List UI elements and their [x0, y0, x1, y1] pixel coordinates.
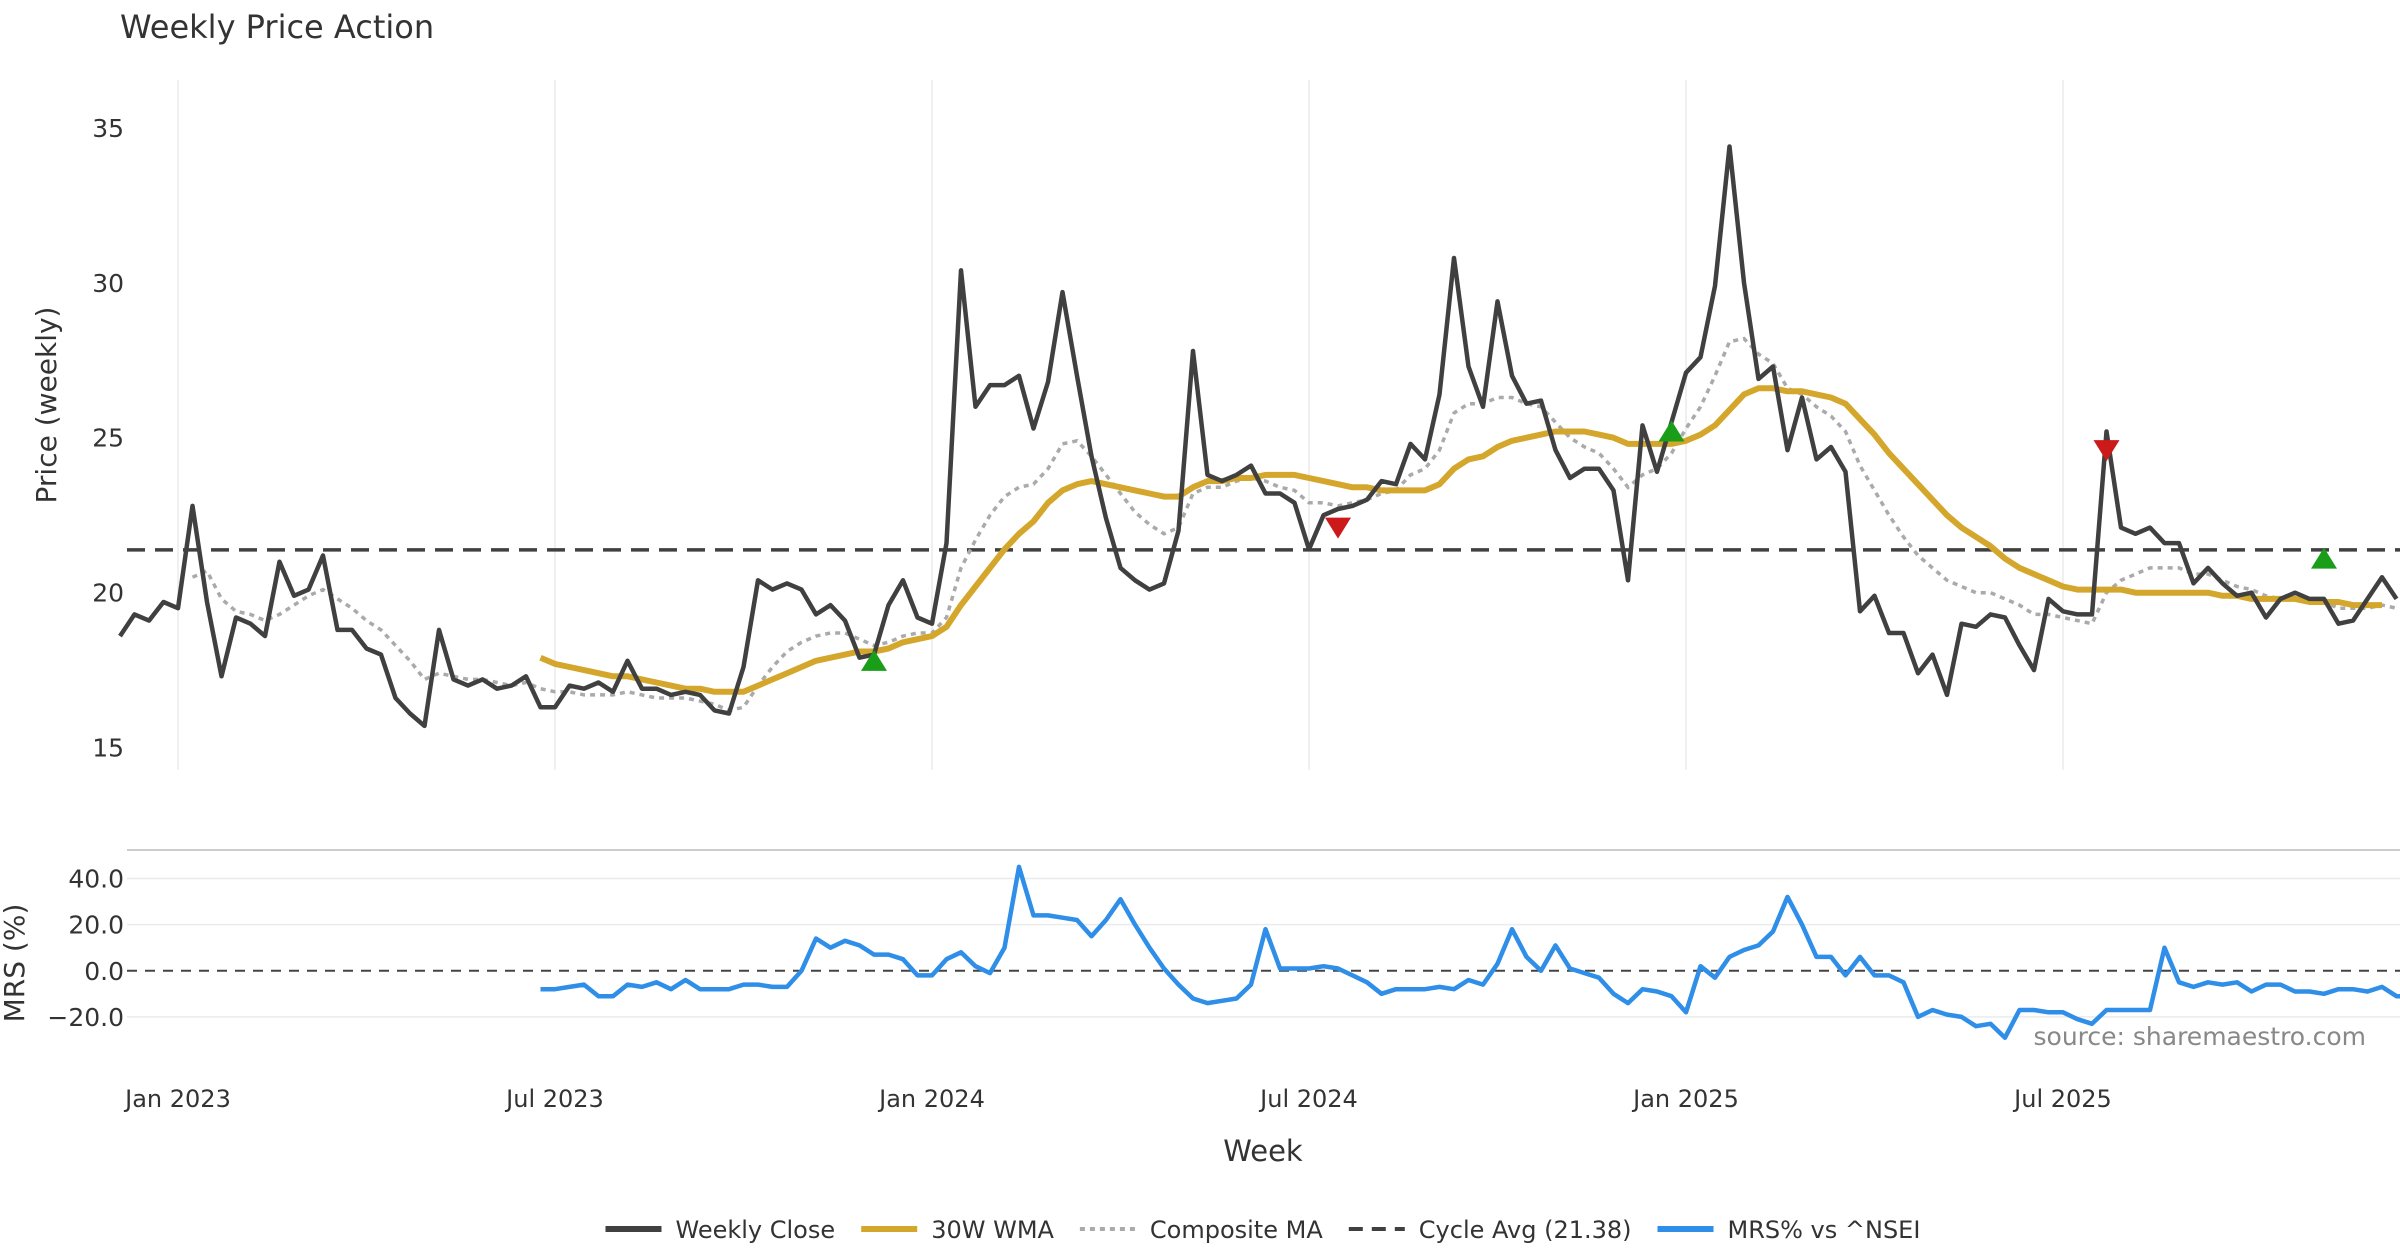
legend-item: Cycle Avg (21.38): [1348, 1216, 1632, 1244]
price-y-tick: 15: [92, 734, 124, 763]
chart-title: Weekly Price Action: [120, 8, 434, 46]
legend-item: 30W WMA: [861, 1216, 1055, 1244]
legend-item: MRS% vs ^NSEI: [1657, 1216, 1921, 1244]
legend-label: Composite MA: [1150, 1216, 1323, 1244]
price-gridlines: [177, 80, 2064, 770]
wma-line: [539, 385, 2382, 695]
legend-item: Composite MA: [1079, 1216, 1323, 1244]
composite-ma-line: [191, 336, 2397, 713]
price-y-tick: 20: [92, 579, 124, 608]
x-tick-label: Jul 2023: [504, 1085, 604, 1113]
x-tick-label: Jan 2023: [123, 1085, 231, 1113]
mrs-y-tick: 20.0: [68, 911, 124, 940]
mrs-y-axis-label: MRS (%): [0, 904, 31, 1023]
mrs-y-tick: 0.0: [84, 957, 124, 986]
mrs-y-tick: −20.0: [47, 1003, 124, 1032]
x-tick-label: Jul 2025: [2012, 1085, 2112, 1113]
mrs-y-ticks: 40.0 20.0 0.0 −20.0: [47, 864, 124, 1031]
buy-signal-marker: [2311, 547, 2337, 569]
mrs-panel: 40.0 20.0 0.0 −20.0 MRS (%) source: sharema…: [0, 864, 2400, 1051]
sell-signal-marker: [1325, 517, 1351, 539]
price-y-tick: 25: [92, 424, 124, 453]
mrs-gridlines: [127, 877, 2400, 1018]
source-note: source: sharemaestro.com: [2034, 1022, 2367, 1051]
price-y-axis-label: Price (weekly): [30, 307, 63, 504]
weekly-close-line: [118, 144, 2399, 729]
x-axis-ticks: Jan 2023 Jul 2023 Jan 2024 Jul 2024 Jan 2025…: [123, 1085, 2112, 1113]
price-y-tick: 30: [92, 269, 124, 298]
price-panel: 15 20 25 30 35 Price (weekly): [30, 80, 2400, 770]
legend-label: Weekly Close: [676, 1216, 836, 1244]
buy-signal-marker: [861, 649, 887, 671]
buy-signal-marker: [1658, 420, 1685, 442]
legend-label: MRS% vs ^NSEI: [1728, 1216, 1921, 1244]
legend-label: Cycle Avg (21.38): [1419, 1216, 1632, 1244]
legend-item: Weekly Close: [605, 1216, 836, 1244]
legend-label: 30W WMA: [931, 1216, 1054, 1244]
x-tick-label: Jul 2024: [1258, 1085, 1358, 1113]
x-tick-label: Jan 2024: [877, 1085, 985, 1113]
legend: Weekly Close 30W WMA Composite MA Cycle Avg…: [605, 1216, 1921, 1244]
price-y-tick: 35: [92, 114, 124, 143]
mrs-y-tick: 40.0: [68, 864, 124, 893]
price-y-ticks: 15 20 25 30 35: [92, 114, 124, 763]
x-tick-label: Jan 2025: [1631, 1085, 1739, 1113]
signal-markers: [861, 420, 2337, 671]
x-axis-label: Week: [1223, 1134, 1303, 1168]
sell-signal-marker: [2093, 440, 2120, 462]
mrs-line: [540, 864, 2400, 1040]
